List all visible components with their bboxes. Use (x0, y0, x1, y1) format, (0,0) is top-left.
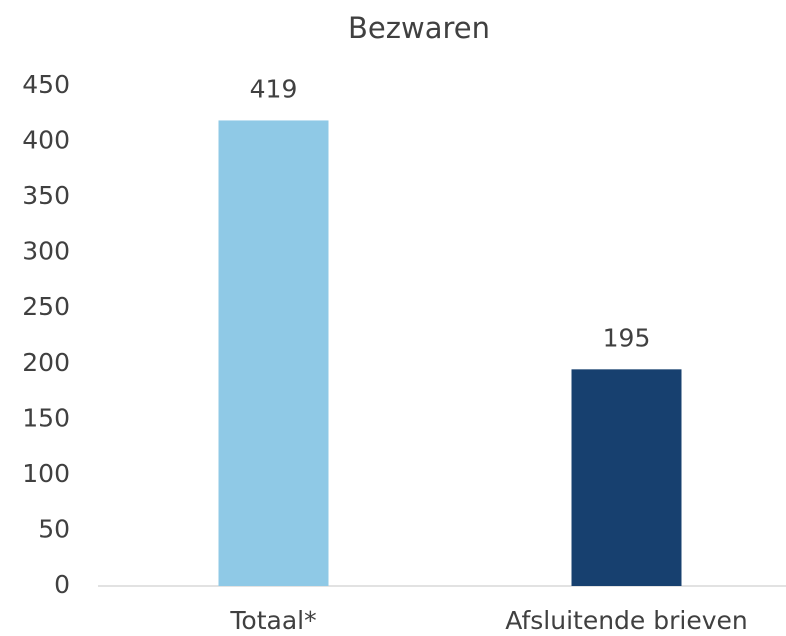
data-label: 419 (250, 74, 298, 103)
data-label: 195 (603, 323, 651, 352)
x-tick-label: Afsluitende brieven (505, 606, 748, 635)
y-tick-label: 250 (22, 292, 70, 321)
y-tick-label: 0 (54, 570, 70, 599)
x-tick-label: Totaal* (229, 606, 316, 635)
y-tick-label: 50 (38, 514, 70, 543)
bar (218, 120, 329, 586)
chart-title: Bezwaren (348, 11, 490, 45)
y-tick-label: 150 (22, 403, 70, 432)
y-tick-label: 450 (22, 70, 70, 99)
bar (571, 369, 682, 586)
y-tick-label: 200 (22, 348, 70, 377)
y-tick-label: 350 (22, 181, 70, 210)
y-tick-label: 100 (22, 459, 70, 488)
y-tick-label: 300 (22, 237, 70, 266)
y-tick-label: 400 (22, 126, 70, 155)
